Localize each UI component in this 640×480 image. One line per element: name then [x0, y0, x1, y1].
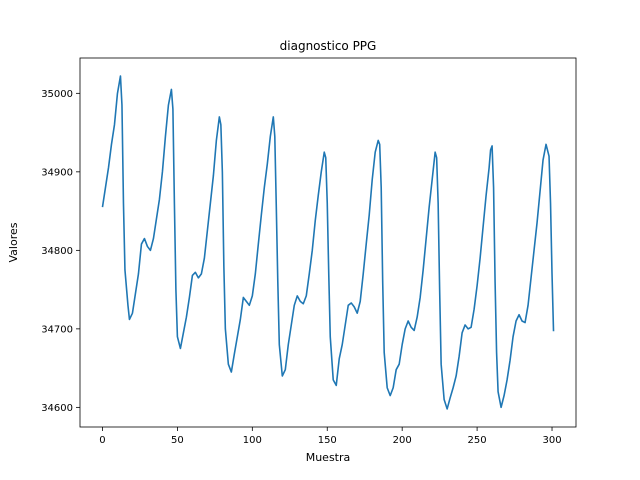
x-axis-ticks: 0 50 100 150 200 250 300 [99, 427, 562, 446]
y-tick-label: 34600 [41, 403, 73, 414]
x-tick-label: 0 [99, 435, 105, 446]
chart-title: diagnostico PPG [280, 39, 377, 53]
x-tick-label: 300 [542, 435, 561, 446]
x-tick-label: 100 [243, 435, 262, 446]
x-tick-label: 150 [318, 435, 337, 446]
x-tick-label: 250 [468, 435, 487, 446]
y-tick-label: 34800 [41, 246, 73, 257]
series-line [101, 75, 555, 410]
y-axis-ticks: 34600 34700 34800 34900 35000 [41, 89, 80, 414]
y-tick-label: 35000 [41, 89, 73, 100]
x-tick-label: 50 [171, 435, 184, 446]
y-axis-label: Valores [7, 222, 20, 262]
y-tick-label: 34700 [41, 324, 73, 335]
x-axis-label: Muestra [306, 451, 351, 464]
y-tick-label: 34900 [41, 167, 73, 178]
x-tick-label: 200 [393, 435, 412, 446]
plot-frame [79, 57, 577, 428]
